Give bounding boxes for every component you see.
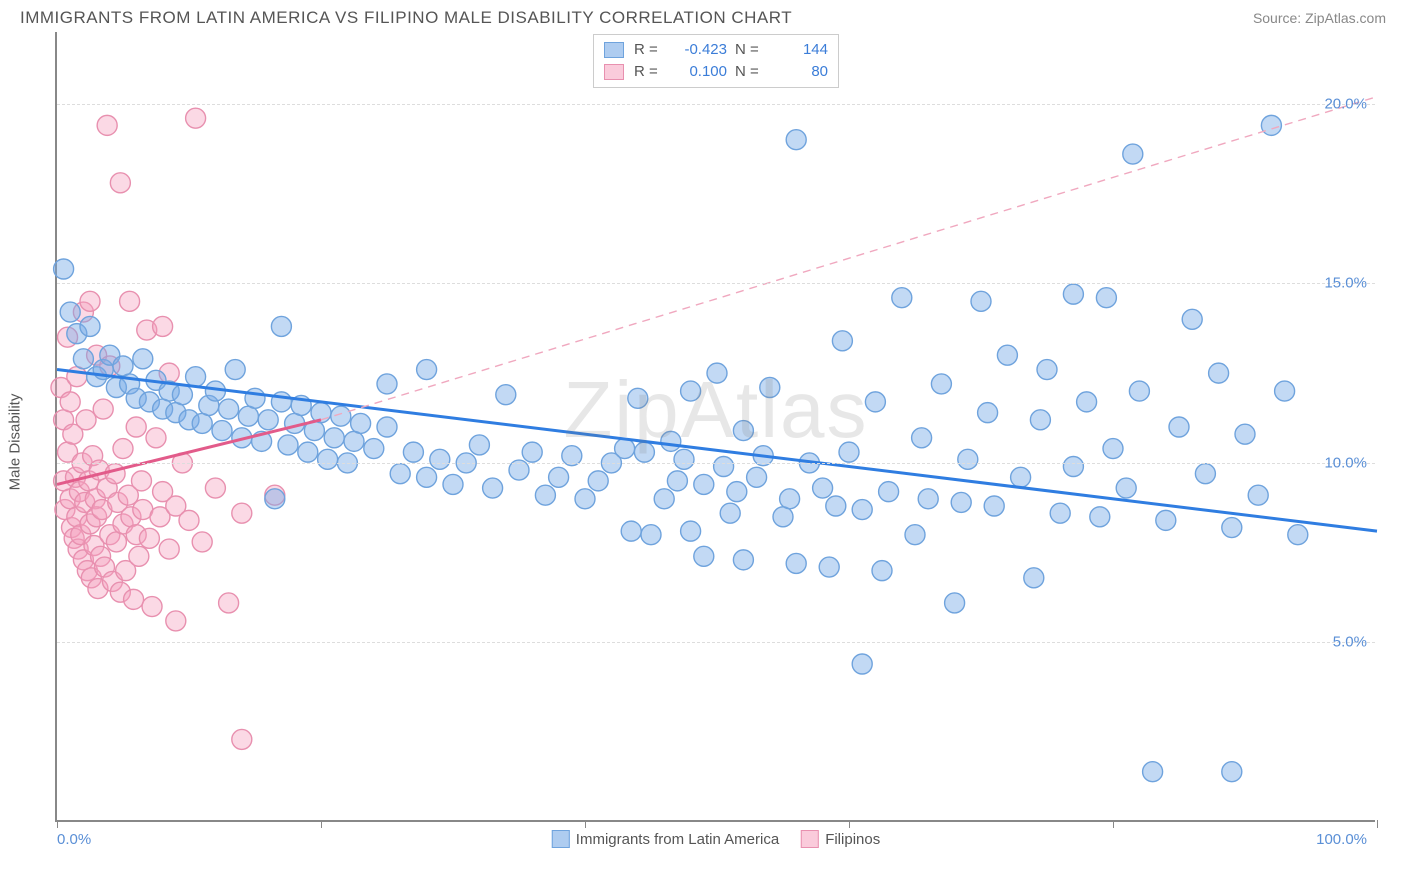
x-axis-min-label: 0.0% xyxy=(57,831,91,848)
stats-swatch xyxy=(604,64,624,80)
x-tick xyxy=(849,820,850,828)
x-axis-max-label: 100.0% xyxy=(1316,831,1367,848)
legend-label: Immigrants from Latin America xyxy=(576,831,779,848)
stats-n-value: 80 xyxy=(773,61,828,83)
chart-header: IMMIGRANTS FROM LATIN AMERICA VS FILIPIN… xyxy=(0,0,1406,32)
x-tick xyxy=(585,820,586,828)
y-tick-label: 20.0% xyxy=(1324,95,1367,112)
y-axis-label: Male Disability xyxy=(7,394,24,491)
y-tick-label: 5.0% xyxy=(1333,634,1367,651)
stats-n-value: 144 xyxy=(773,39,828,61)
x-tick xyxy=(1113,820,1114,828)
stats-r-label: R = xyxy=(634,61,664,83)
gridline xyxy=(57,642,1375,643)
x-tick xyxy=(57,820,58,828)
chart-title: IMMIGRANTS FROM LATIN AMERICA VS FILIPIN… xyxy=(20,8,792,28)
legend-swatch xyxy=(801,830,819,848)
stats-r-value: -0.423 xyxy=(672,39,727,61)
scatter-svg xyxy=(57,32,1377,822)
gridline xyxy=(57,463,1375,464)
gridline xyxy=(57,104,1375,105)
stats-legend-box: R = -0.423 N = 144 R = 0.100 N = 80 xyxy=(593,34,839,88)
stats-n-label: N = xyxy=(735,39,765,61)
stats-row: R = 0.100 N = 80 xyxy=(604,61,828,83)
stats-r-value: 0.100 xyxy=(672,61,727,83)
y-tick-label: 10.0% xyxy=(1324,454,1367,471)
legend-item: Immigrants from Latin America xyxy=(552,830,779,848)
gridline xyxy=(57,283,1375,284)
source-name: ZipAtlas.com xyxy=(1305,10,1386,26)
source-prefix: Source: xyxy=(1253,10,1301,26)
stats-row: R = -0.423 N = 144 xyxy=(604,39,828,61)
x-tick xyxy=(1377,820,1378,828)
chart-container: Male Disability ZipAtlas 5.0%10.0%15.0%2… xyxy=(55,32,1386,852)
x-tick xyxy=(321,820,322,828)
bottom-legend: Immigrants from Latin America Filipinos xyxy=(552,830,880,848)
x-ticks xyxy=(57,820,1375,828)
source-attribution: Source: ZipAtlas.com xyxy=(1253,10,1386,26)
y-tick-label: 15.0% xyxy=(1324,275,1367,292)
legend-swatch xyxy=(552,830,570,848)
stats-n-label: N = xyxy=(735,61,765,83)
stats-swatch xyxy=(604,42,624,58)
stats-r-label: R = xyxy=(634,39,664,61)
plot-area: ZipAtlas 5.0%10.0%15.0%20.0% 0.0% 100.0%… xyxy=(55,32,1375,822)
legend-item: Filipinos xyxy=(801,830,880,848)
legend-label: Filipinos xyxy=(825,831,880,848)
